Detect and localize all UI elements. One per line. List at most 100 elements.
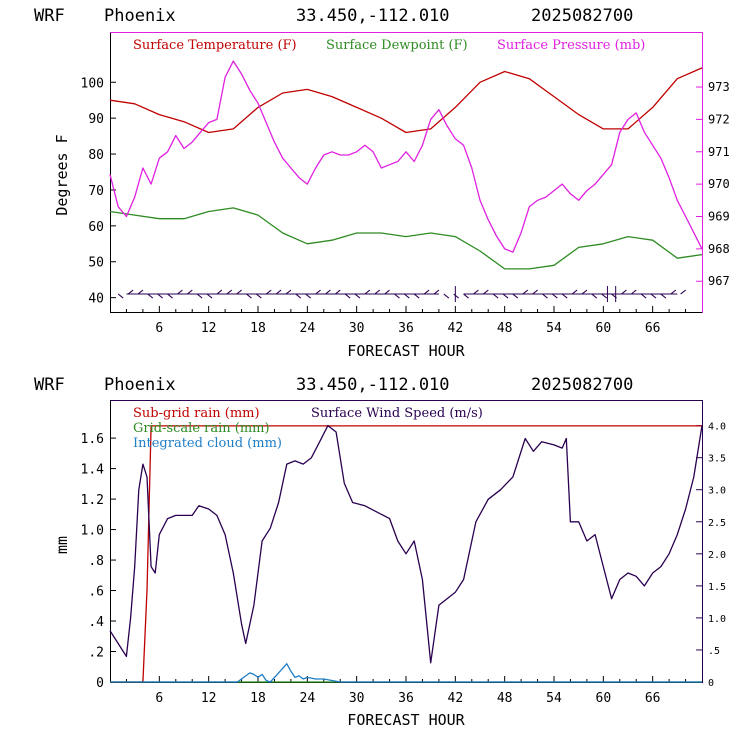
bottom-header-run: 2025082700	[531, 375, 633, 395]
top-y-axis-label: Degrees F	[53, 134, 71, 215]
bottom-series-surface-wind-speed-m-s	[109, 424, 703, 664]
bottom-series-integrated-cloud-mm	[110, 663, 702, 683]
wind-barb	[680, 289, 686, 295]
bottom-ticks: 6 12 18 24 30 36 42 48 54 60 66 0 .2 .4 .6 .8 1.0 1.2 1.4 1…	[81, 422, 727, 706]
wind-barb	[226, 289, 233, 295]
bottom-y-tick-label-8: .8	[88, 554, 104, 569]
bottom-x-tick-label-48: 48	[497, 691, 513, 706]
wind-barb	[216, 289, 223, 295]
bottom-x-tick-label-12: 12	[201, 691, 217, 706]
top-series-surface-temperature-f	[109, 67, 703, 134]
bottom-y-tick-label-1-4: 1.4	[81, 463, 105, 478]
wind-barb	[413, 293, 420, 299]
bottom-y-tick-label-1-0: 1.0	[81, 524, 104, 539]
wind-barb	[344, 293, 351, 299]
wind-barb	[601, 293, 608, 299]
top-x-tick-label-30: 30	[349, 321, 365, 336]
top-x-axis-label: FORECAST HOUR	[347, 342, 465, 360]
wind-barb	[453, 293, 460, 299]
wind-barb	[305, 293, 312, 299]
wind-barb	[236, 289, 242, 295]
top-x-tick-label-42: 42	[448, 321, 464, 336]
wind-barb	[265, 289, 272, 295]
wind-barb	[443, 293, 450, 299]
legend-gridscale-rain: Grid-scale rain (mm)	[133, 421, 270, 436]
top-y-tick-label-60: 60	[88, 220, 104, 235]
bottom-y2-tick-label-3-5: 3.5	[708, 454, 726, 465]
bottom-y2-tick-label-2-0: 2.0	[708, 550, 726, 561]
wind-barb	[167, 293, 173, 299]
top-series	[109, 60, 703, 303]
wind-barb	[581, 289, 588, 295]
wind-barb	[552, 293, 558, 299]
wind-barb	[354, 293, 361, 299]
top-y2-tick-label-968: 968	[708, 242, 730, 256]
bottom-y-tick-label-6: .6	[88, 585, 104, 600]
wind-barb	[275, 289, 282, 295]
wind-barb	[325, 289, 331, 295]
bottom-plot-frame-top	[110, 400, 702, 401]
top-ticks: 6 12 18 24 30 36 42 48 54 60 66 40 50 60 70 80 90 100 967 9…	[81, 76, 730, 336]
top-x-tick-label-12: 12	[201, 321, 217, 336]
wind-barb	[532, 289, 538, 295]
top-plot-frame-right	[702, 32, 703, 313]
wind-barb	[256, 293, 262, 299]
wind-barb	[246, 293, 252, 299]
top-x-tick-label-24: 24	[300, 321, 316, 336]
bottom-y-tick-label-4: .4	[88, 615, 104, 630]
top-y2-tick-label-972: 972	[708, 112, 730, 126]
wind-barb	[571, 289, 578, 295]
top-x-tick-label-48: 48	[497, 321, 513, 336]
top-y2-tick-label-969: 969	[708, 210, 730, 224]
top-header: WRF Phoenix 33.450,-112.010 2025082700	[34, 6, 633, 26]
top-y-tick-label-80: 80	[88, 148, 104, 163]
bottom-y2-tick-label-2-5: 2.5	[708, 518, 726, 529]
bottom-y2-tick-label-4-0: 4.0	[708, 422, 726, 433]
bottom-x-tick-label-36: 36	[398, 691, 414, 706]
wind-barb	[423, 289, 430, 295]
top-x-tick-label-66: 66	[645, 321, 661, 336]
wind-barb	[502, 293, 509, 299]
wind-barb	[482, 289, 489, 295]
wind-barb	[630, 289, 637, 295]
bottom-y-tick-label-2: .2	[88, 646, 104, 661]
wind-barb	[137, 289, 144, 295]
wind-barb	[660, 293, 667, 299]
wind-barb	[591, 293, 598, 299]
top-plot-frame-left	[110, 32, 111, 313]
legend-integrated-cloud: Integrated cloud (mm)	[133, 436, 282, 451]
bottom-x-tick-label-24: 24	[300, 691, 316, 706]
bottom-series	[109, 424, 703, 683]
wind-barb	[196, 293, 203, 299]
wind-barb	[394, 293, 400, 299]
wind-barb	[492, 293, 499, 299]
bottom-x-axis-label: FORECAST HOUR	[347, 711, 465, 729]
wind-barb	[522, 289, 529, 295]
bottom-x-tick-label-42: 42	[448, 691, 464, 706]
wind-barb	[186, 289, 193, 295]
bottom-y-tick-label-1-2: 1.2	[81, 493, 104, 508]
bottom-header-model: WRF	[34, 375, 65, 395]
wind-barb	[127, 289, 134, 295]
legend-dewpoint: Surface Dewpoint (F)	[326, 38, 468, 53]
top-plot-frame-top	[110, 32, 702, 33]
bottom-y2-tick-label-1-0: 1.0	[708, 614, 726, 625]
wind-barb	[650, 293, 657, 299]
legend-subgrid-rain: Sub-grid rain (mm)	[133, 406, 260, 421]
wind-barb	[640, 293, 647, 299]
wind-barb	[621, 289, 627, 295]
wind-barb	[315, 289, 321, 295]
bottom-x-tick-label-6: 6	[155, 691, 163, 706]
top-plot-frame-bottom	[110, 312, 702, 313]
wind-barb	[384, 289, 390, 295]
top-y2-tick-label-967: 967	[708, 274, 730, 288]
bottom-y-tick-label-0: 0	[96, 676, 104, 691]
wind-barb	[295, 293, 302, 299]
bottom-x-tick-label-66: 66	[645, 691, 661, 706]
legend-pressure: Surface Pressure (mb)	[497, 38, 645, 53]
top-y-tick-label-70: 70	[88, 184, 104, 199]
legend-wind-speed: Surface Wind Speed (m/s)	[311, 406, 483, 421]
wind-barb	[147, 293, 154, 299]
wind-barb	[404, 293, 410, 299]
wind-barb	[334, 289, 341, 295]
